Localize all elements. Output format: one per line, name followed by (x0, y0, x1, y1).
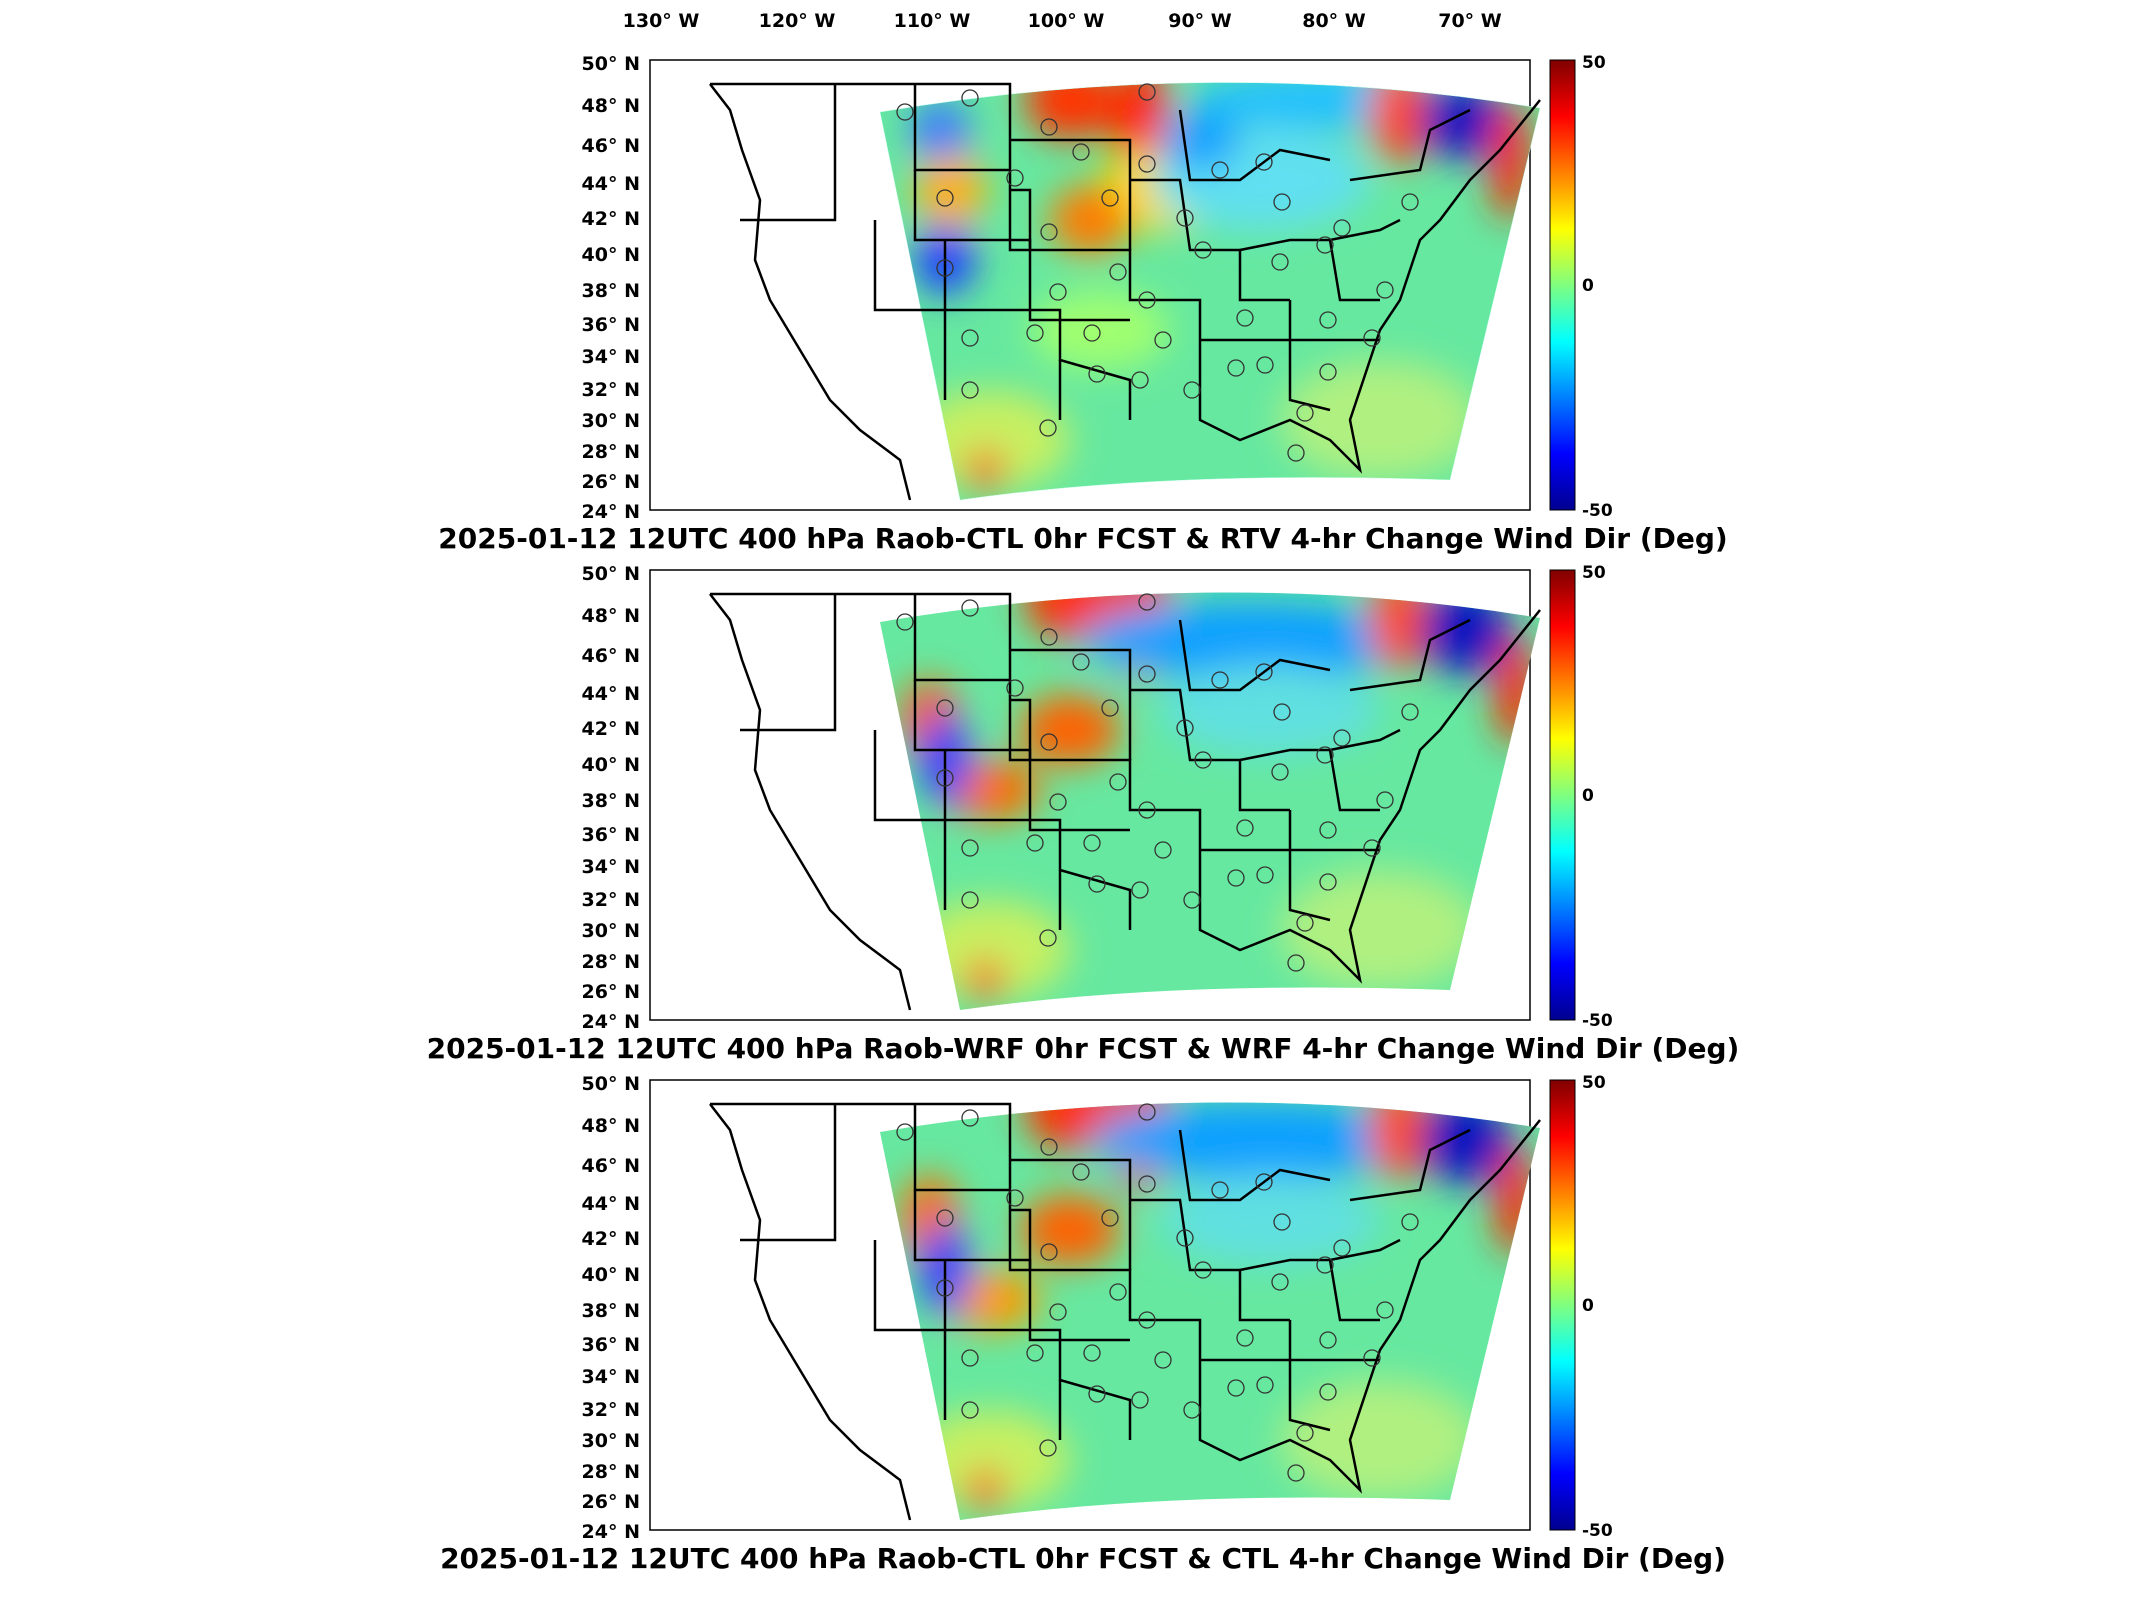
lat-label: 44° N (582, 683, 640, 705)
lon-label: 80° W (1302, 10, 1366, 32)
map-panel-1: 50° N 48° N 46° N 44° N 42° N 40° N 38° … (438, 53, 1727, 555)
colorbar: 50 0 -50 (1549, 53, 1613, 521)
colorbar-tick-zero: 0 (1582, 786, 1594, 806)
lat-label: 38° N (582, 280, 640, 302)
colorbar-tick-max: 50 (1582, 563, 1606, 583)
colorbar-gradient (1549, 569, 1576, 1021)
wind-direction-field (880, 82, 1540, 501)
lat-label: 36° N (582, 824, 640, 846)
lat-label: 44° N (582, 173, 640, 195)
lon-label: 130° W (623, 10, 700, 32)
map-panel-2: 50° N 48° N 46° N 44° N 42° N 40° N 38° … (427, 563, 1740, 1065)
colorbar-tick-max: 50 (1582, 53, 1606, 73)
latitude-axis-labels: 50° N 48° N 46° N 44° N 42° N 40° N 38° … (582, 563, 640, 1033)
panel-title: 2025-01-12 12UTC 400 hPa Raob-CTL 0hr FC… (438, 522, 1727, 555)
lat-label: 26° N (582, 981, 640, 1003)
lat-label: 44° N (582, 1193, 640, 1215)
lat-label: 30° N (582, 410, 640, 432)
lon-label: 100° W (1028, 10, 1105, 32)
colorbar-tick-min: -50 (1582, 1011, 1613, 1031)
lat-label: 42° N (582, 718, 640, 740)
lon-label: 90° W (1168, 10, 1232, 32)
lat-label: 50° N (582, 1073, 640, 1095)
latitude-axis-labels: 50° N 48° N 46° N 44° N 42° N 40° N 38° … (582, 53, 640, 523)
station-markers (896, 83, 1419, 462)
colorbar-gradient (1549, 1079, 1576, 1531)
state-boundaries (709, 592, 1541, 1011)
lat-label: 30° N (582, 920, 640, 942)
colorbar-tick-zero: 0 (1582, 1296, 1594, 1316)
lat-label: 32° N (582, 889, 640, 911)
lon-label: 110° W (894, 10, 971, 32)
lat-label: 40° N (582, 244, 640, 266)
lat-label: 34° N (582, 1366, 640, 1388)
colorbar-tick-max: 50 (1582, 1073, 1606, 1093)
lat-label: 48° N (582, 95, 640, 117)
lat-label: 24° N (582, 1521, 640, 1543)
lat-label: 28° N (582, 441, 640, 463)
lon-label: 70° W (1438, 10, 1502, 32)
lat-label: 24° N (582, 1011, 640, 1033)
latitude-axis-labels: 50° N 48° N 46° N 44° N 42° N 40° N 38° … (582, 1073, 640, 1543)
lat-label: 46° N (582, 1155, 640, 1177)
lat-label: 28° N (582, 951, 640, 973)
wind-direction-field (880, 1102, 1540, 1521)
lat-label: 48° N (582, 605, 640, 627)
colorbar-gradient (1549, 59, 1576, 511)
lat-label: 48° N (582, 1115, 640, 1137)
colorbar-tick-zero: 0 (1582, 276, 1594, 296)
lat-label: 38° N (582, 790, 640, 812)
longitude-axis-labels: 130° W 120° W 110° W 100° W 90° W 80° W … (623, 10, 1502, 32)
lat-label: 50° N (582, 563, 640, 585)
panel-title: 2025-01-12 12UTC 400 hPa Raob-WRF 0hr FC… (427, 1032, 1740, 1065)
domain-outline (879, 82, 1541, 501)
colorbar-tick-min: -50 (1582, 501, 1613, 521)
lat-label: 38° N (582, 1300, 640, 1322)
station-markers (896, 593, 1419, 972)
wind-direction-field (880, 592, 1540, 1011)
lat-label: 36° N (582, 1334, 640, 1356)
map-panel-3: 50° N 48° N 46° N 44° N 42° N 40° N 38° … (440, 1073, 1726, 1575)
lat-label: 46° N (582, 135, 640, 157)
panel-title: 2025-01-12 12UTC 400 hPa Raob-CTL 0hr FC… (440, 1542, 1726, 1575)
lat-label: 42° N (582, 1228, 640, 1250)
colorbar: 50 0 -50 (1549, 1073, 1613, 1541)
lat-label: 32° N (582, 379, 640, 401)
lat-label: 34° N (582, 346, 640, 368)
lat-label: 28° N (582, 1461, 640, 1483)
colorbar-tick-min: -50 (1582, 1521, 1613, 1541)
station-markers (896, 1103, 1419, 1482)
lat-label: 26° N (582, 1491, 640, 1513)
lat-label: 50° N (582, 53, 640, 75)
lat-label: 36° N (582, 314, 640, 336)
state-boundaries (709, 82, 1541, 501)
lat-label: 30° N (582, 1430, 640, 1452)
lat-label: 34° N (582, 856, 640, 878)
lat-label: 24° N (582, 501, 640, 523)
lat-label: 40° N (582, 1264, 640, 1286)
lat-label: 26° N (582, 471, 640, 493)
lon-label: 120° W (759, 10, 836, 32)
lat-label: 42° N (582, 208, 640, 230)
lat-label: 40° N (582, 754, 640, 776)
state-boundaries (709, 1102, 1541, 1521)
lat-label: 46° N (582, 645, 640, 667)
colorbar: 50 0 -50 (1549, 563, 1613, 1031)
lat-label: 32° N (582, 1399, 640, 1421)
